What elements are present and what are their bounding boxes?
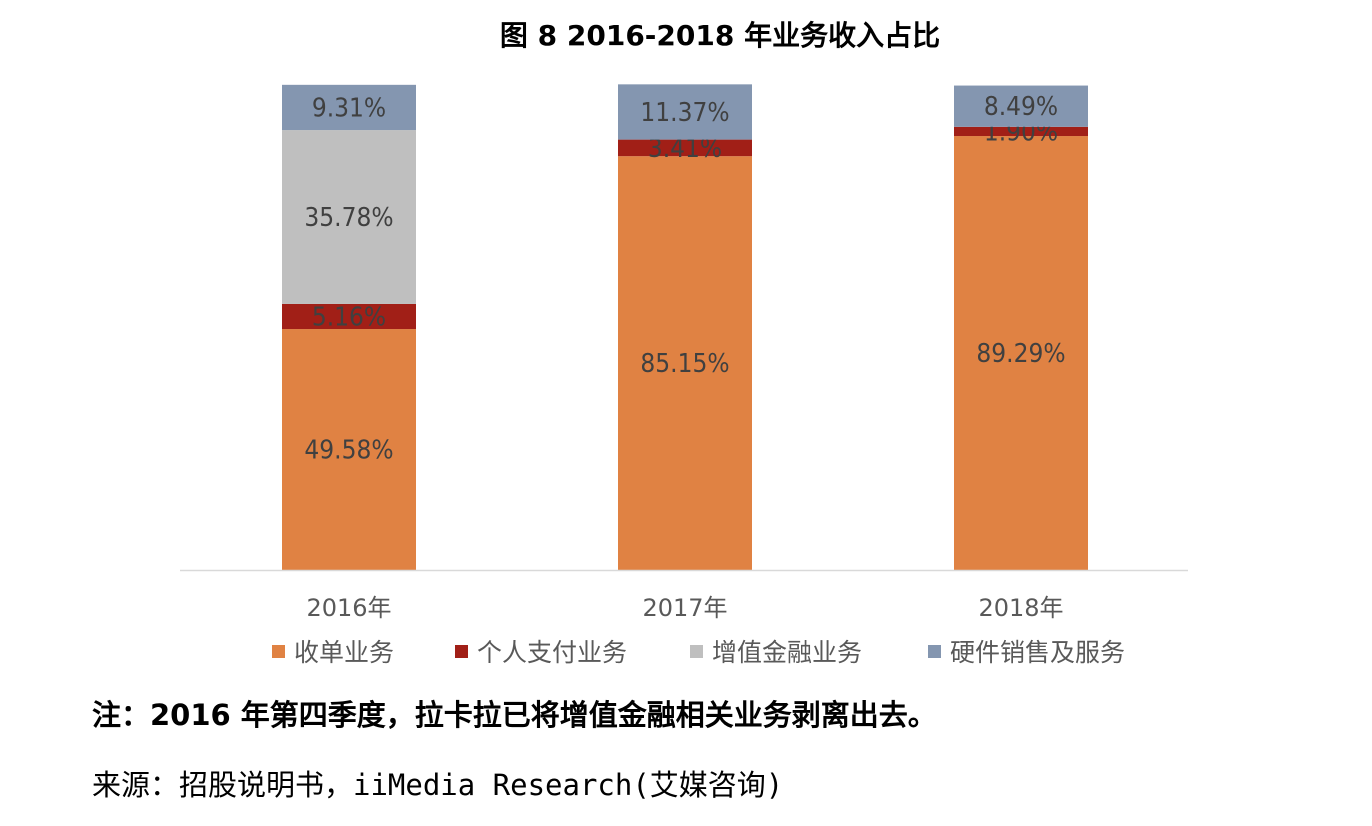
legend-swatch (928, 645, 941, 658)
legend-label: 增值金融业务 (712, 638, 862, 667)
note-text: 注：2016 年第四季度，拉卡拉已将增值金融相关业务剥离出去。 (92, 698, 937, 732)
x-tick-label: 2016年 (306, 594, 391, 622)
legend-label: 硬件销售及服务 (950, 638, 1125, 667)
legend-label: 个人支付业务 (477, 638, 627, 667)
data-label: 89.29% (976, 339, 1065, 369)
legend-label: 收单业务 (294, 638, 394, 667)
bar-segment (954, 85, 1088, 127)
x-tick-label: 2018年 (978, 594, 1063, 622)
legend-swatch (272, 645, 285, 658)
bar-segment (954, 136, 1088, 570)
data-label: 8.49% (984, 92, 1058, 122)
bar-segment (282, 303, 416, 330)
data-label: 85.15% (640, 349, 729, 379)
legend-swatch (690, 645, 703, 658)
bar-segment (618, 156, 752, 570)
chart-title: 图 8 2016-2018 年业务收入占比 (499, 19, 941, 52)
x-tick-label: 2017年 (642, 594, 727, 622)
source-text: 来源：招股说明书，iiMedia Research(艾媒咨询) (92, 768, 784, 802)
bar-segment (282, 329, 416, 570)
data-label: 5.16% (312, 303, 386, 333)
legend-swatch (455, 645, 468, 658)
data-label: 11.37% (640, 98, 729, 128)
bar-segment (954, 126, 1088, 137)
bar-segment (618, 84, 752, 140)
data-label: 49.58% (304, 436, 393, 466)
bar-segment (282, 130, 416, 304)
data-label: 9.31% (312, 93, 386, 123)
bar-segment (618, 139, 752, 157)
data-label: 35.78% (304, 203, 393, 233)
bar-segment (282, 84, 416, 131)
